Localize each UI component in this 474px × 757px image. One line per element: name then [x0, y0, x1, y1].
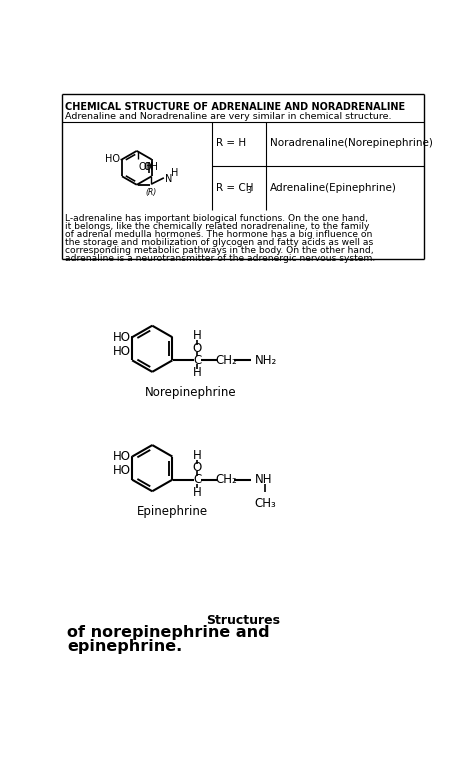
Text: 3: 3 [246, 185, 251, 195]
Text: CH₃: CH₃ [255, 497, 276, 509]
Text: of adrenal medulla hormones. The hormone has a big influence on: of adrenal medulla hormones. The hormone… [64, 230, 372, 239]
Text: CH₂: CH₂ [216, 354, 237, 367]
Text: O: O [192, 461, 202, 474]
Text: it belongs, like the chemically related noradrenaline, to the family: it belongs, like the chemically related … [64, 222, 369, 231]
Text: O: O [192, 341, 202, 354]
Text: H: H [193, 485, 201, 499]
Text: (R): (R) [145, 188, 156, 197]
Text: Noradrenaline(Norepinephrine): Noradrenaline(Norepinephrine) [270, 139, 433, 148]
Text: Epinephrine: Epinephrine [137, 505, 208, 518]
Text: OH: OH [143, 163, 158, 173]
Text: Adrenaline and Noradrenaline are very similar in chemical structure.: Adrenaline and Noradrenaline are very si… [64, 111, 391, 120]
Text: HO: HO [112, 331, 130, 344]
Text: Norepinephrine: Norepinephrine [145, 386, 236, 399]
Text: H: H [193, 329, 201, 342]
Text: R = H: R = H [216, 139, 246, 148]
Text: H: H [193, 449, 201, 462]
Text: CH₂: CH₂ [216, 473, 237, 486]
Text: H: H [171, 168, 178, 178]
Text: HO: HO [112, 450, 130, 463]
Text: CHEMICAL STRUCTURE OF ADRENALINE AND NORADRENALINE: CHEMICAL STRUCTURE OF ADRENALINE AND NOR… [64, 102, 405, 112]
Text: NH₂: NH₂ [255, 354, 277, 367]
Text: NH: NH [255, 473, 272, 486]
Text: C: C [193, 473, 201, 486]
Text: corresponding metabolic pathways in the body. On the other hand,: corresponding metabolic pathways in the … [64, 246, 374, 255]
Text: H: H [193, 366, 201, 379]
Text: C: C [193, 354, 201, 367]
Text: Adrenaline(Epinephrine): Adrenaline(Epinephrine) [270, 183, 397, 193]
Text: of norepinephrine and: of norepinephrine and [67, 625, 270, 640]
Text: Structures: Structures [206, 615, 280, 628]
Text: L-adrenaline has important biological functions. On the one hand,: L-adrenaline has important biological fu… [64, 214, 368, 223]
Text: HO: HO [112, 464, 130, 478]
Text: epinephrine.: epinephrine. [67, 639, 182, 654]
Text: HO: HO [112, 345, 130, 358]
Text: N: N [164, 173, 172, 184]
Text: R = CH: R = CH [216, 183, 253, 193]
Text: adrenaline is a neurotransmitter of the adrenergic nervous system.: adrenaline is a neurotransmitter of the … [64, 254, 375, 263]
Text: OH: OH [138, 162, 153, 172]
Text: the storage and mobilization of glycogen and fatty acids as well as: the storage and mobilization of glycogen… [64, 238, 373, 248]
Text: HO: HO [105, 154, 119, 164]
